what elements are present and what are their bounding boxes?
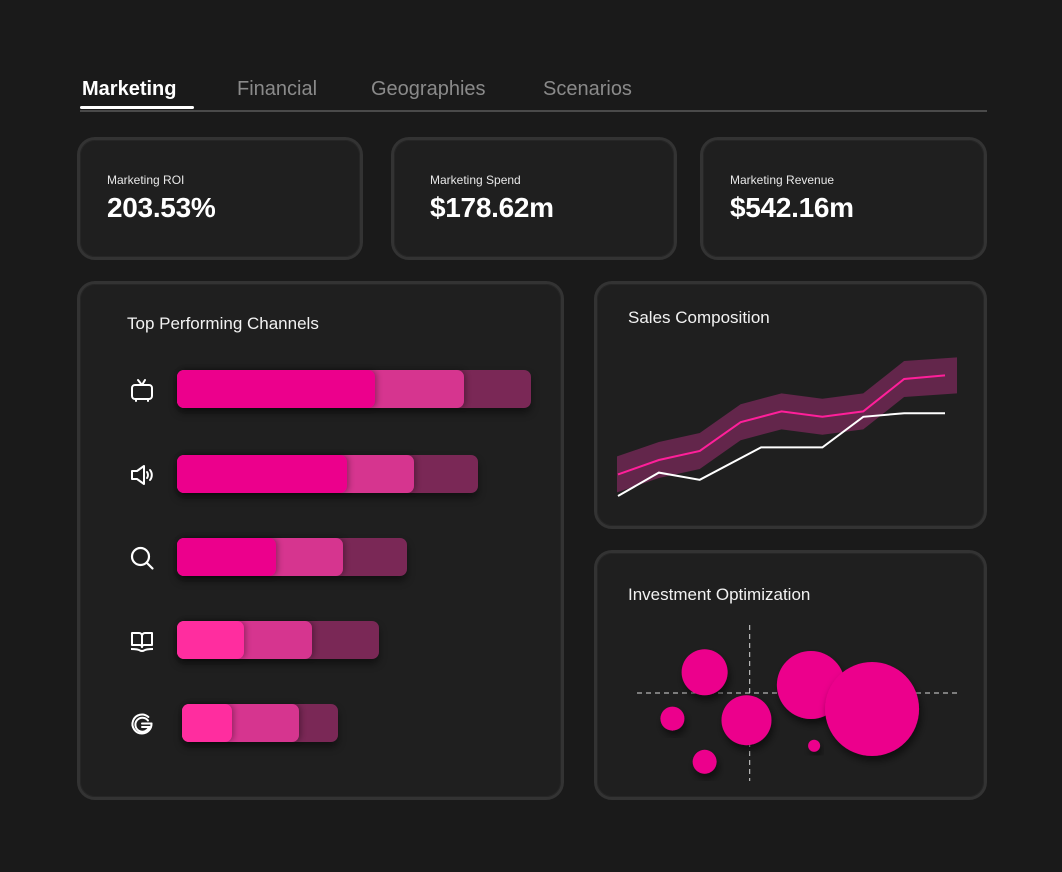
kpi-label: Marketing Spend <box>430 173 521 187</box>
card-title: Investment Optimization <box>628 585 811 604</box>
sales-composition-chart <box>617 357 957 497</box>
bar-segment-1 <box>177 621 245 659</box>
kpi-value: $542.16m <box>730 192 854 223</box>
card-title: Top Performing Channels <box>127 314 319 333</box>
bar-segment-1 <box>177 538 277 576</box>
kpi-card-spend: Marketing Spend $178.62m <box>391 137 677 260</box>
series-line-pink <box>617 374 946 476</box>
confidence-band <box>617 357 957 493</box>
google-icon <box>128 710 156 738</box>
kpi-label: Marketing Revenue <box>730 173 835 187</box>
card-title: Sales Composition <box>628 308 770 327</box>
kpi-card-revenue: Marketing Revenue $542.16m <box>700 137 987 260</box>
series-line-white <box>617 412 945 497</box>
sales-composition-card: Sales Composition <box>594 281 987 529</box>
bar-segment-1 <box>177 455 347 493</box>
kpi-value: 203.53% <box>107 192 216 223</box>
channel-row[interactable] <box>128 621 548 661</box>
kpi-value: $178.62m <box>430 192 554 223</box>
tab-marketing[interactable]: Marketing <box>82 78 177 100</box>
bubble[interactable] <box>660 706 685 731</box>
tab-geographies[interactable]: Geographies <box>371 78 486 100</box>
tab-financial[interactable]: Financial <box>237 78 318 100</box>
bubble[interactable] <box>721 695 772 746</box>
bar-segment-1 <box>177 370 376 408</box>
tv-icon <box>128 376 156 404</box>
investment-bubble-chart <box>637 625 959 781</box>
bar-segment-1 <box>182 704 232 742</box>
kpi-label: Marketing ROI <box>107 173 185 187</box>
tab-bar: Marketing Financial Geographies Scenario… <box>80 72 987 112</box>
bubble[interactable] <box>808 739 821 752</box>
bubble[interactable] <box>692 749 717 774</box>
tab-scenarios[interactable]: Scenarios <box>543 78 632 100</box>
search-icon <box>128 544 156 572</box>
channel-row[interactable] <box>128 704 548 744</box>
kpi-card-roi: Marketing ROI 203.53% <box>77 137 363 260</box>
bubble[interactable] <box>825 662 920 756</box>
book-icon <box>128 627 156 655</box>
speaker-icon <box>128 461 156 489</box>
top-channels-card: Top Performing Channels <box>77 281 564 800</box>
bubble[interactable] <box>681 649 728 696</box>
investment-optimization-card: Investment Optimization <box>594 550 987 800</box>
active-tab-indicator <box>80 106 194 109</box>
channel-row[interactable] <box>128 370 548 410</box>
channel-row[interactable] <box>128 455 548 495</box>
channel-row[interactable] <box>128 538 548 578</box>
